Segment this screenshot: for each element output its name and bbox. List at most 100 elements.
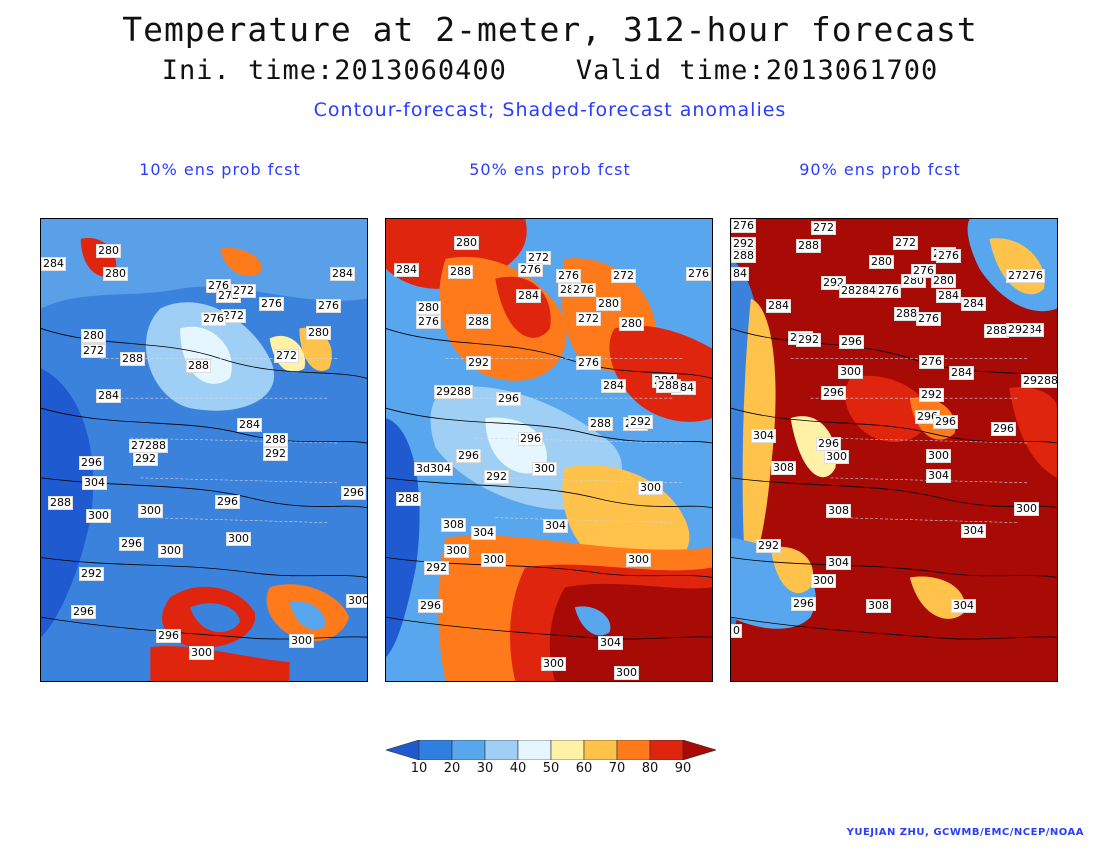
contour-label: 292 xyxy=(756,539,781,553)
contour-label: 296 xyxy=(119,537,144,551)
legend-label: 70 xyxy=(608,761,626,776)
chart-subtitle: Contour-forecast; Shaded-forecast anomal… xyxy=(313,99,787,121)
contour-label: 304 xyxy=(82,476,107,490)
contour-label: 300 xyxy=(626,553,651,567)
contour-label: 288 xyxy=(796,239,821,253)
contour-label: 296 xyxy=(518,432,543,446)
contour-label: 276 xyxy=(556,269,581,283)
contour-label: 300 xyxy=(138,504,163,518)
contour-label: 300 xyxy=(1014,502,1039,516)
contour-label: 296 xyxy=(791,597,816,611)
contour-label: 272 xyxy=(81,344,106,358)
contour-label: 300 xyxy=(158,544,183,558)
contour-label: 304 xyxy=(751,429,776,443)
contour-label: 304 xyxy=(951,599,976,613)
contour-label: 300 xyxy=(444,544,469,558)
contour-label: 296 xyxy=(418,599,443,613)
contour-label: 272 xyxy=(274,349,299,363)
contour-label: 284 xyxy=(949,366,974,380)
contour-label: 280 xyxy=(454,236,479,250)
contour-label: 276 xyxy=(571,283,596,297)
legend-swatch xyxy=(649,740,684,760)
contour-label: 300 xyxy=(346,594,367,608)
contour-label: 292 xyxy=(919,388,944,402)
contour-label: 308 xyxy=(771,461,796,475)
contour-label: 84 xyxy=(731,267,749,281)
contour-label: 304 xyxy=(471,526,496,540)
contour-label: 292 xyxy=(466,356,491,370)
contour-label: 27288 xyxy=(129,439,168,453)
contour-label: 288 xyxy=(731,249,756,263)
contour-label: 296 xyxy=(933,415,958,429)
legend-swatch xyxy=(484,740,519,760)
contour-label: 288 xyxy=(448,265,473,279)
contour-label: 300 xyxy=(541,657,566,671)
contour-label: 304 xyxy=(598,636,623,650)
contour-label: 276 xyxy=(936,249,961,263)
legend-arrow-high xyxy=(682,740,716,760)
contour-label: 29288 xyxy=(434,385,473,399)
contour-label: 296 xyxy=(156,629,181,643)
contour-label: 296 xyxy=(496,392,521,406)
panel-title-50: 50% ens prob fcst xyxy=(469,160,631,179)
contour-label: 292 xyxy=(628,415,653,429)
contour-label: 284 xyxy=(96,389,121,403)
contour-label: 300 xyxy=(926,449,951,463)
contour-label: 288 xyxy=(466,315,491,329)
contour-label: 276 xyxy=(731,219,756,233)
contour-label: 280 xyxy=(596,297,621,311)
contour-label: 276 xyxy=(876,284,901,298)
contour-label: 272 xyxy=(611,269,636,283)
contour-label: 288 xyxy=(588,417,613,431)
contour-label: 27276 xyxy=(1006,269,1045,283)
color-legend xyxy=(386,740,716,760)
legend-label: 60 xyxy=(575,761,593,776)
contour-label: 272 xyxy=(231,284,256,298)
contour-label: 280 xyxy=(869,255,894,269)
contour-label: 288 xyxy=(48,496,73,510)
map-panel-50pct: 2802722842882762762722762842802762802802… xyxy=(385,218,713,682)
contour-label: 296 xyxy=(839,335,864,349)
legend-swatch xyxy=(418,740,453,760)
contour-label: 300 xyxy=(289,634,314,648)
contour-label: 308 xyxy=(826,504,851,518)
contour-label: 276 xyxy=(259,297,284,311)
contour-label: 292 xyxy=(484,470,509,484)
contour-label: 300 xyxy=(838,365,863,379)
contour-label: 272 xyxy=(893,236,918,250)
legend-swatch xyxy=(451,740,486,760)
map-panel-10pct: 280 284 280 276 272 272 272 276 276 284 280 272 276 2… xyxy=(40,218,368,682)
contour-label: 276 xyxy=(911,264,936,278)
contour-label: 292 xyxy=(1006,323,1031,337)
contour-label: 272 xyxy=(811,221,836,235)
contour-label: 300 xyxy=(824,450,849,464)
contour-label: 300 xyxy=(86,509,111,523)
contour-label: 280 xyxy=(81,329,106,343)
chart-title: Temperature at 2-meter, 312-hour forecas… xyxy=(122,10,978,49)
legend-label: 40 xyxy=(509,761,527,776)
contour-label: 276 xyxy=(916,312,941,326)
contour-label: 304 xyxy=(961,524,986,538)
legend-swatch xyxy=(583,740,618,760)
contour-label: 29288 xyxy=(1021,374,1058,388)
panel-title-10: 10% ens prob fcst xyxy=(139,160,301,179)
contour-label: 276 xyxy=(518,263,543,277)
contour-label: 292 xyxy=(79,567,104,581)
contour-label: 284 xyxy=(601,379,626,393)
contour-label: 300 xyxy=(811,574,836,588)
contour-label: 296 xyxy=(215,495,240,509)
contour-label: 284 xyxy=(766,299,791,313)
contour-label: 296 xyxy=(456,449,481,463)
contour-label: 292 xyxy=(133,452,158,466)
contour-label: 288 xyxy=(396,492,421,506)
contour-label: 300 xyxy=(481,553,506,567)
contour-label: 288 xyxy=(120,352,145,366)
contour-label: 292 xyxy=(263,447,288,461)
contour-label: 280 xyxy=(931,274,956,288)
contour-label: 3d304 xyxy=(414,462,453,476)
contour-label: 308 xyxy=(866,599,891,613)
contour-label: 300 xyxy=(226,532,251,546)
legend-label: 80 xyxy=(641,761,659,776)
anomaly-map-50pct xyxy=(386,219,712,681)
contour-label: 276 xyxy=(201,312,226,326)
